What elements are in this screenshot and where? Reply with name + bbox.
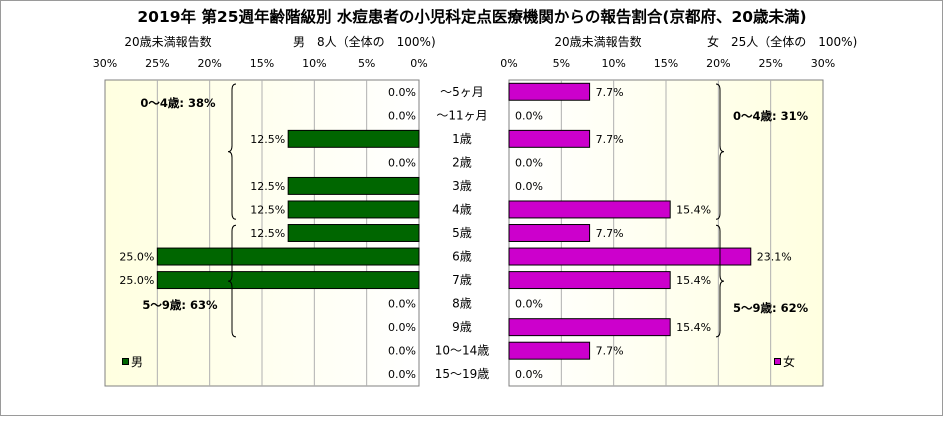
- female-legend: 女: [774, 353, 795, 370]
- male-legend-swatch: [122, 358, 129, 365]
- age-category-label: 6歳: [452, 250, 472, 264]
- female-bar: [508, 129, 591, 148]
- age-category-label: 10～14歳: [435, 344, 490, 358]
- age-category-label: 9歳: [452, 320, 472, 334]
- female-legend-swatch: [774, 358, 781, 365]
- female-bar: [508, 82, 591, 101]
- female-subtitle-total: 女 25人（全体の 100%): [707, 34, 857, 49]
- male-value-label: 0.0%: [388, 298, 416, 311]
- male-value-label: 12.5%: [250, 133, 285, 146]
- male-value-label: 0.0%: [388, 156, 416, 169]
- age-category-label: ～11ヶ月: [436, 108, 487, 122]
- male-value-label: 0.0%: [388, 321, 416, 334]
- female-tick-label: 5%: [553, 57, 570, 70]
- male-tick-label: 10%: [302, 57, 326, 70]
- age-category-label: 15～19歳: [435, 367, 490, 381]
- female-age-group-brace: [715, 224, 725, 338]
- female-value-label: 0.0%: [515, 156, 543, 169]
- male-bar: [156, 271, 420, 290]
- male-bar: [156, 247, 420, 266]
- female-tick-label: 10%: [601, 57, 625, 70]
- female-value-label: 15.4%: [676, 203, 711, 216]
- female-value-label: 7.7%: [596, 345, 624, 358]
- age-category-label: 1歳: [452, 132, 472, 146]
- female-tick-label: 30%: [811, 57, 835, 70]
- female-age-group-brace: [715, 83, 725, 220]
- female-tick-label: 0%: [500, 57, 517, 70]
- age-category-label: 4歳: [452, 202, 472, 216]
- male-bar: [287, 224, 420, 242]
- male-age-group-label: 0～4歳: 38%: [140, 96, 216, 110]
- age-category-labels: ～5ヶ月 ～11ヶ月 1歳 2歳 3歳 4歳 5歳 6歳 7歳 8歳 9歳 10～14歳 15～19歳: [435, 85, 490, 381]
- male-age-group-brace: [227, 224, 237, 338]
- male-value-label: 0.0%: [388, 345, 416, 358]
- female-bar: [508, 224, 591, 242]
- female-value-label: 0.0%: [515, 109, 543, 122]
- male-age-group-label: 5～9歳: 63%: [142, 298, 218, 312]
- male-legend: 男: [122, 353, 143, 370]
- female-value-label: 15.4%: [676, 321, 711, 334]
- female-value-label: 7.7%: [596, 86, 624, 99]
- female-age-group-label: 0～4歳: 31%: [733, 109, 809, 123]
- female-tick-label: 15%: [654, 57, 678, 70]
- female-value-label: 0.0%: [515, 298, 543, 311]
- female-value-label: 0.0%: [515, 368, 543, 381]
- female-bar: [508, 318, 671, 337]
- male-bar: [287, 129, 420, 148]
- male-value-label: 12.5%: [250, 180, 285, 193]
- male-bar: [287, 200, 420, 219]
- female-bar: [508, 247, 752, 266]
- female-legend-label: 女: [783, 355, 796, 369]
- male-legend-label: 男: [131, 355, 144, 369]
- female-bar: [508, 200, 671, 219]
- male-tick-label: 20%: [197, 57, 221, 70]
- female-value-label: 7.7%: [596, 133, 624, 146]
- age-category-label: ～5ヶ月: [440, 85, 484, 99]
- female-bar: [508, 341, 591, 360]
- female-tick-label: 25%: [758, 57, 782, 70]
- male-tick-label: 5%: [358, 57, 375, 70]
- male-subtitle-count: 20歳未満報告数: [124, 34, 211, 49]
- male-subtitle-total: 男 8人（全体の 100%): [293, 34, 436, 49]
- female-panel: 0% 5% 10% 15% 20% 25% 30% 20歳未満報告数 女 25人（全体の 100…: [500, 34, 857, 387]
- male-value-label: 25.0%: [119, 274, 154, 287]
- male-tick-label: 30%: [93, 57, 117, 70]
- male-panel: 0% 5% 10% 15% 20% 25% 30% 20歳未満報告数 男 8人（全体の 100%…: [93, 34, 436, 387]
- female-subtitle-count: 20歳未満報告数: [554, 34, 641, 49]
- female-value-label: 0.0%: [515, 180, 543, 193]
- male-tick-label: 15%: [250, 57, 274, 70]
- chart-title: 2019年 第25週年齢階級別 水痘患者の小児科定点医療機関からの報告割合(京都…: [137, 7, 806, 26]
- female-bar: [508, 271, 671, 290]
- age-category-label: 7歳: [452, 273, 472, 287]
- male-value-label: 0.0%: [388, 109, 416, 122]
- age-category-label: 3歳: [452, 179, 472, 193]
- male-value-label: 25.0%: [119, 251, 154, 264]
- female-age-group-label: 5～9歳: 62%: [733, 301, 809, 315]
- male-tick-label: 0%: [410, 57, 427, 70]
- male-value-label: 0.0%: [388, 86, 416, 99]
- female-tick-label: 20%: [706, 57, 730, 70]
- female-value-label: 15.4%: [676, 274, 711, 287]
- male-value-label: 0.0%: [388, 368, 416, 381]
- age-category-label: 2歳: [452, 155, 472, 169]
- male-value-label: 12.5%: [250, 227, 285, 240]
- female-value-label: 23.1%: [757, 251, 792, 264]
- age-category-label: 8歳: [452, 297, 472, 311]
- male-tick-label: 25%: [145, 57, 169, 70]
- male-value-label: 12.5%: [250, 203, 285, 216]
- female-value-label: 7.7%: [596, 227, 624, 240]
- age-category-label: 5歳: [452, 226, 472, 240]
- male-age-group-brace: [227, 83, 237, 220]
- male-bar: [287, 176, 420, 195]
